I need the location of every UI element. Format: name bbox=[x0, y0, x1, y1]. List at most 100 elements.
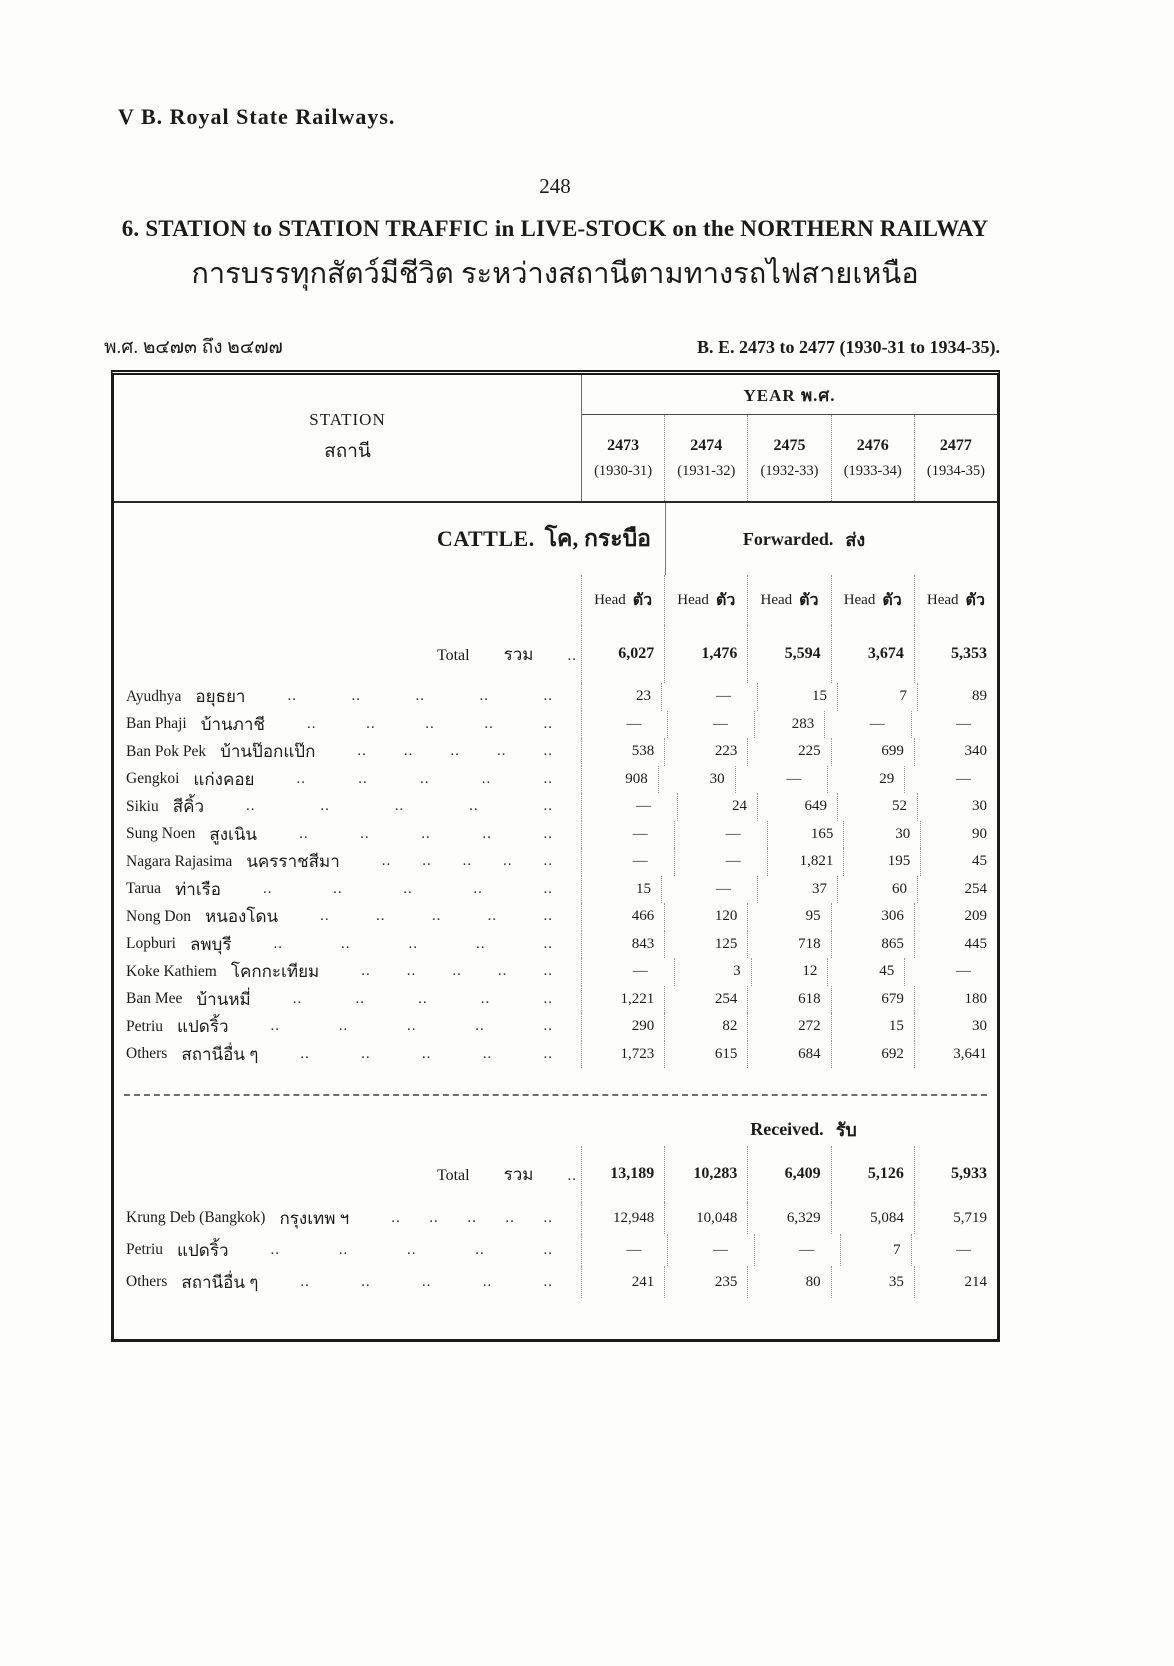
leader-dot-group: .. bbox=[496, 743, 507, 760]
direction-label-en: Received. bbox=[750, 1118, 824, 1139]
leader-dot-group: .. bbox=[407, 1241, 417, 1258]
total-label-cell: Total รวม.. bbox=[114, 1161, 581, 1188]
leader-dot-group: .. bbox=[479, 688, 489, 705]
table-row: Koke Kathiem โคกกะเทียม.......... —3 12 45— bbox=[114, 958, 997, 986]
value-cell: 95 bbox=[747, 903, 830, 931]
total-label-th: รวม bbox=[503, 1164, 534, 1184]
leader-dot-group: .. bbox=[497, 963, 508, 980]
station-name-en: Sikiu bbox=[126, 797, 159, 815]
station-name-th: ท่าเรือ bbox=[175, 879, 221, 899]
leader-dots: .......... bbox=[258, 1046, 581, 1063]
unit-label-th: ตัว bbox=[882, 591, 902, 609]
value-cell: — bbox=[667, 1234, 753, 1266]
value-cell: 45 bbox=[827, 958, 904, 986]
value-cell: 865 bbox=[830, 930, 914, 958]
value-cell: 235 bbox=[664, 1266, 747, 1298]
unit-label-en: Head bbox=[926, 591, 959, 608]
value-cell: 649 bbox=[757, 793, 837, 821]
unit-header-cell: Head ตัว bbox=[747, 575, 830, 625]
section-divider bbox=[124, 1094, 987, 1096]
table-row: Ban Phaji บ้านภาชี.......... — —283— — bbox=[114, 710, 997, 738]
value-cell: 82 bbox=[664, 1013, 747, 1041]
station-name-en: Koke Kathiem bbox=[126, 962, 217, 980]
station-name-cell: Petriu แปดริ้ว.......... bbox=[114, 1237, 581, 1264]
value-cell: 195 bbox=[843, 848, 920, 876]
station-name-en: Others bbox=[126, 1045, 168, 1063]
station-name-th: แปดริ้ว bbox=[177, 1017, 229, 1037]
leader-dot-group: .. bbox=[429, 1209, 439, 1226]
value-cell: — bbox=[753, 1234, 840, 1266]
leader-dot-group: .. bbox=[543, 990, 553, 1007]
table-body: CATTLE. โค, กระบือ Forwarded. ส่ง Head ตัว Hea… bbox=[114, 503, 997, 1339]
leader-dots: .......... bbox=[221, 881, 581, 898]
leader-dot-group: .. bbox=[422, 853, 432, 870]
leader-dot-group: .. bbox=[306, 715, 317, 732]
value-cell: — bbox=[661, 683, 757, 711]
value-cell: 538 bbox=[631, 743, 655, 760]
leader-dots: .......... bbox=[257, 826, 581, 843]
value-cell: 908 bbox=[625, 770, 648, 787]
value-cells: — —1,821 195 45 bbox=[581, 848, 997, 876]
leader-dots: .......... bbox=[319, 963, 581, 980]
value-cell: 30 bbox=[917, 793, 997, 821]
leader-dot-group: .. bbox=[543, 1018, 553, 1035]
value-cell: — bbox=[636, 798, 651, 815]
leader-dots: .......... bbox=[278, 908, 581, 925]
value-cell: — bbox=[910, 1234, 997, 1266]
station-name-cell: Others สถานีอื่น ๆ.......... bbox=[114, 1269, 581, 1296]
leader-dot-group: .. bbox=[543, 825, 553, 842]
value-cell: — bbox=[661, 875, 757, 903]
year-column-header: 2475 (1932-33) bbox=[747, 415, 830, 501]
value-cells: — —283— — bbox=[581, 710, 997, 738]
station-column-header: STATION สถานี bbox=[114, 375, 581, 501]
leader-dots: .......... bbox=[231, 936, 581, 953]
table-row: Tarua ท่าเรือ.......... 15 —37 60 254 bbox=[114, 875, 997, 903]
leader-dot-group: .. bbox=[473, 880, 483, 897]
category-label-th: โค, กระบือ bbox=[544, 526, 651, 551]
leader-dot-group: .. bbox=[320, 908, 330, 925]
value-cell: 23 bbox=[636, 688, 651, 705]
leader-dot-group: .. bbox=[543, 908, 553, 925]
total-label-cell: Total รวม.. bbox=[114, 641, 581, 668]
station-name-cell: Ban Pok Pek บ้านป๊อกแป๊ก.......... bbox=[114, 738, 581, 765]
leader-dot-group: .. bbox=[299, 825, 309, 842]
value-cell: 30 bbox=[657, 765, 735, 793]
value-cell: 30 bbox=[843, 820, 920, 848]
value-cell: 90 bbox=[920, 820, 997, 848]
leader-dot-group: .. bbox=[480, 990, 491, 1007]
station-header-th: สถานี bbox=[324, 441, 371, 462]
leader-dot-group: .. bbox=[292, 990, 303, 1007]
value-cell: — bbox=[626, 715, 642, 732]
leader-dot-group: .. bbox=[475, 935, 486, 952]
unit-label-en: Head bbox=[760, 591, 793, 608]
station-name-th: บ้านป๊อกแป๊ก bbox=[220, 742, 316, 762]
unit-label-th: ตัว bbox=[965, 591, 985, 609]
value-cell: 679 bbox=[830, 985, 914, 1013]
station-name-th: แปดริ้ว bbox=[177, 1240, 229, 1260]
station-name-th: แก่งคอย bbox=[193, 769, 255, 789]
leader-dot-group: .. bbox=[543, 1241, 553, 1258]
leader-dots: .......... bbox=[254, 771, 581, 788]
station-name-en: Ban Phaji bbox=[126, 715, 187, 733]
table-row: Nagara Rajasima นครราชสีมา.......... — —1,8… bbox=[114, 848, 997, 876]
station-name-th: อยุธยา bbox=[195, 687, 246, 707]
leader-dot-group: .. bbox=[361, 1045, 371, 1062]
year-column-header: 2477 (1934-35) bbox=[913, 415, 997, 501]
station-header-en: STATION bbox=[309, 410, 386, 429]
leader-dots: .......... bbox=[204, 798, 581, 815]
leader-dot-group: .. bbox=[543, 935, 553, 952]
period-thai: พ.ศ. ๒๔๗๓ ถึง ๒๔๗๗ bbox=[104, 337, 283, 358]
unit-label-en: Head bbox=[677, 591, 709, 608]
table-row: Ban Pok Pek บ้านป๊อกแป๊ก.......... 538 223 2… bbox=[114, 738, 997, 766]
value-cells: 1,221 254 618 679 180 bbox=[581, 985, 997, 1013]
value-cell: — bbox=[904, 765, 997, 793]
unit-header-cell: Head ตัว bbox=[582, 575, 664, 625]
value-cell: 165 bbox=[766, 820, 844, 848]
station-name-en: Others bbox=[126, 1273, 168, 1290]
unit-header-cell: Head ตัว bbox=[830, 575, 914, 625]
value-cell: 699 bbox=[830, 738, 914, 766]
value-cell: 5,353 bbox=[913, 625, 997, 683]
station-name-en: Nong Don bbox=[126, 907, 192, 925]
leader-dot-group: .. bbox=[366, 715, 376, 732]
